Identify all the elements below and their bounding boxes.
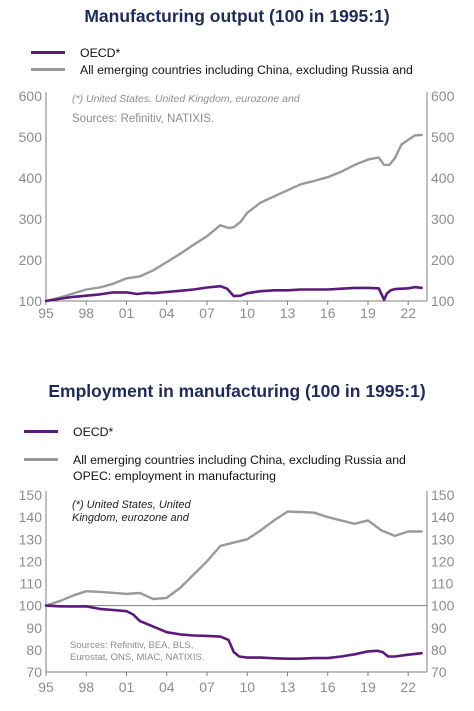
x-tick-label: 19 <box>360 679 376 695</box>
y-tick-label-right: 500 <box>431 129 455 145</box>
legend-swatch-oecd <box>24 430 58 433</box>
x-tick-label: 13 <box>280 679 296 695</box>
legend-swatch-emerging <box>31 68 65 71</box>
y-tick-label-left: 70 <box>26 664 42 680</box>
y-tick-label-left: 110 <box>20 576 43 592</box>
x-tick-label: 01 <box>119 679 135 695</box>
legend-item-emerging-employment: All emerging countries including China, … <box>24 452 406 484</box>
x-tick-label: 22 <box>400 679 416 695</box>
y-tick-label-right: 150 <box>431 487 455 503</box>
y-tick-label-right: 600 <box>431 88 455 104</box>
manufacturing-output-chart: (*) United States, United Kingdom, euroz… <box>19 88 455 321</box>
x-tick-label: 10 <box>239 305 255 321</box>
chart-source-employment: Sources: Refinitiv, BEA, BLS, Eurostat, … <box>70 640 204 663</box>
y-tick-label-right: 100 <box>431 293 455 309</box>
legend-item-emerging-output: All emerging countries including China, … <box>31 62 413 78</box>
series-line-emerging <box>44 510 423 607</box>
x-tick-label: 04 <box>159 305 175 321</box>
legend-item-oecd-employment: OECD* <box>24 424 113 440</box>
x-tick-label: 22 <box>400 305 416 321</box>
y-tick-label-right: 120 <box>431 553 455 569</box>
x-tick-label: 07 <box>199 305 215 321</box>
y-tick-label-left: 150 <box>19 487 43 503</box>
x-tick-label: 10 <box>239 679 255 695</box>
chart-title-manufacturing-output: Manufacturing output (100 in 1995:1) <box>84 6 390 26</box>
y-tick-label-right: 70 <box>431 664 447 680</box>
x-tick-label: 19 <box>360 305 376 321</box>
chart-note-output: (*) United States, United Kingdom, euroz… <box>72 93 301 105</box>
x-tick-label: 95 <box>38 305 54 321</box>
x-tick-label: 04 <box>159 679 175 695</box>
y-tick-label-left: 90 <box>26 620 42 636</box>
y-tick-label-left: 100 <box>19 598 43 614</box>
chart-title-employment: Employment in manufacturing (100 in 1995… <box>48 381 426 401</box>
legend-label-oecd: OECD* <box>80 46 121 60</box>
y-tick-label-left: 500 <box>19 129 43 145</box>
y-tick-label-right: 400 <box>431 170 455 186</box>
y-tick-label-right: 200 <box>431 252 455 268</box>
x-tick-label: 98 <box>78 679 94 695</box>
y-tick-label-left: 100 <box>19 293 43 309</box>
x-tick-label: 07 <box>199 679 215 695</box>
y-tick-label-left: 80 <box>26 642 42 658</box>
y-tick-label-right: 130 <box>431 531 455 547</box>
y-tick-label-left: 300 <box>19 211 43 227</box>
legend-label-emerging: All emerging countries including China, … <box>80 63 413 77</box>
x-tick-label: 01 <box>119 305 135 321</box>
y-tick-label-left: 200 <box>19 252 43 268</box>
y-tick-label-right: 140 <box>431 509 455 525</box>
y-tick-label-left: 400 <box>19 170 43 186</box>
y-tick-label-left: 140 <box>19 509 43 525</box>
y-tick-label-right: 300 <box>431 211 455 227</box>
x-tick-label: 13 <box>280 305 296 321</box>
y-tick-label-right: 80 <box>431 642 447 658</box>
legend-swatch-emerging <box>24 458 58 461</box>
y-tick-label-right: 110 <box>431 576 454 592</box>
y-tick-label-left: 120 <box>19 553 43 569</box>
series-line-emerging <box>44 133 423 303</box>
series-line-oecd <box>44 604 423 661</box>
legend-swatch-oecd <box>31 51 65 54</box>
y-tick-label-left: 130 <box>19 531 43 547</box>
series-line-oecd <box>44 284 423 303</box>
chart-note-employment: (*) United States, United Kingdom, euroz… <box>72 499 194 524</box>
x-tick-label: 95 <box>38 679 54 695</box>
x-tick-label: 16 <box>320 679 336 695</box>
chart-source-output: Sources: Refinitiv, NATIXIS. <box>72 113 214 125</box>
legend-label-oecd: OECD* <box>73 425 114 439</box>
y-tick-label-left: 600 <box>19 88 43 104</box>
y-tick-label-right: 90 <box>431 620 447 636</box>
y-tick-label-right: 100 <box>431 598 455 614</box>
x-tick-label: 98 <box>78 305 94 321</box>
legend-label-emerging: All emerging countries including China, … <box>73 453 406 483</box>
x-tick-label: 16 <box>320 305 336 321</box>
legend-item-oecd-output: OECD* <box>31 45 120 61</box>
